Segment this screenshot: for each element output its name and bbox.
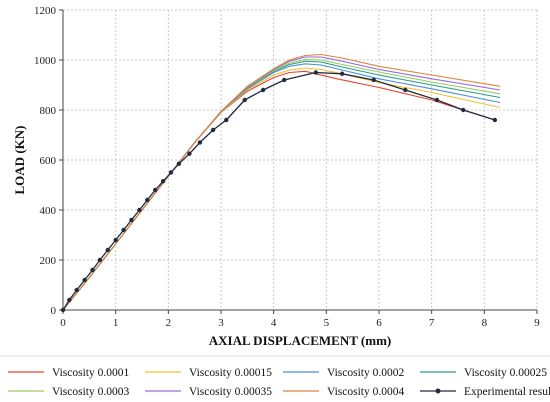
series-line-0	[62, 70, 496, 311]
series-line-6	[62, 53, 501, 311]
experimental-point-26	[403, 87, 408, 93]
experimental-point-16	[187, 151, 192, 156]
x-tick-label-5: 5	[324, 317, 330, 329]
x-tick-labels: 0 1 2 3 4 5 6 7 8 9	[60, 310, 540, 329]
x-tick-label-4: 4	[271, 317, 277, 329]
y-tick-label-6: 1200	[34, 5, 57, 17]
x-tick-label-7: 7	[429, 317, 435, 329]
legend-label-3: Viscosity 0.00025	[464, 367, 547, 379]
legend-label-2: Viscosity 0.0002	[327, 367, 405, 379]
experimental-point-28	[461, 107, 466, 113]
experimental-point-23	[313, 70, 318, 75]
series-line-3	[62, 60, 501, 311]
y-tick-label-4: 800	[40, 105, 57, 117]
y-tick-label-2: 400	[40, 205, 57, 217]
y-tick-labels: 0 200 400 600 800 1000 1200	[34, 5, 63, 317]
y-tick-label-5: 1000	[34, 55, 57, 67]
experimental-point-25	[371, 77, 376, 83]
experimental-point-13	[160, 179, 166, 184]
experimental-point-29	[492, 117, 498, 123]
legend-label-4: Viscosity 0.0003	[52, 386, 130, 398]
series-line-5	[62, 56, 501, 311]
experimental-point-10	[137, 207, 142, 213]
legend-label-1: Viscosity 0.00015	[189, 367, 272, 379]
experimental-point-4	[90, 267, 95, 273]
experimental-point-9	[129, 217, 134, 223]
x-tick-label-6: 6	[376, 317, 382, 329]
experimental-point-15	[176, 161, 182, 166]
legend-label-5: Viscosity 0.00035	[189, 386, 272, 398]
experimental-point-14	[168, 170, 174, 175]
experimental-point-0	[60, 307, 66, 313]
experimental-point-8	[121, 227, 126, 233]
experimental-point-19	[224, 117, 229, 123]
experimental-point-20	[242, 97, 247, 103]
experimental-point-7	[113, 237, 118, 243]
experimental-point-5	[97, 257, 103, 263]
experimental-point-6	[105, 247, 110, 253]
x-tick-label-3: 3	[218, 317, 224, 329]
grid	[63, 9, 538, 310]
experimental-point-12	[152, 187, 158, 193]
y-tick-label-0: 0	[51, 305, 57, 317]
legend-marker-7	[435, 388, 441, 394]
experimental-point-24	[339, 71, 345, 76]
x-tick-label-2: 2	[166, 317, 172, 329]
x-tick-label-9: 9	[534, 317, 540, 329]
experimental-point-1	[67, 297, 72, 303]
y-tick-label-1: 200	[40, 255, 57, 267]
experimental-point-22	[282, 77, 287, 83]
experimental-point-17	[197, 140, 203, 145]
legend-label-0: Viscosity 0.0001	[52, 367, 130, 379]
experimental-point-21	[260, 87, 266, 93]
x-axis-label: AXIAL DISPLACEMENT (mm)	[209, 333, 392, 348]
experimental-point-3	[82, 277, 87, 283]
experimental-point-18	[210, 127, 216, 133]
legend: Viscosity 0.0001 Viscosity 0.00015 Viscosi…	[8, 367, 550, 398]
experimental-point-2	[74, 287, 79, 293]
y-axis-label: LOAD (KN)	[12, 126, 27, 195]
x-tick-label-8: 8	[482, 317, 488, 329]
experimental-point-11	[145, 197, 150, 203]
y-tick-label-3: 600	[40, 155, 57, 167]
series-line-4	[62, 58, 501, 311]
x-tick-label-0: 0	[60, 317, 66, 329]
series-line-1	[62, 67, 501, 311]
legend-label-6: Viscosity 0.0004	[327, 386, 405, 398]
legend-label-7: Experimental result	[464, 386, 550, 398]
series-line-7	[62, 71, 496, 311]
x-tick-label-1: 1	[113, 317, 119, 329]
experimental-point-27	[434, 97, 440, 103]
series-lines	[60, 53, 501, 313]
